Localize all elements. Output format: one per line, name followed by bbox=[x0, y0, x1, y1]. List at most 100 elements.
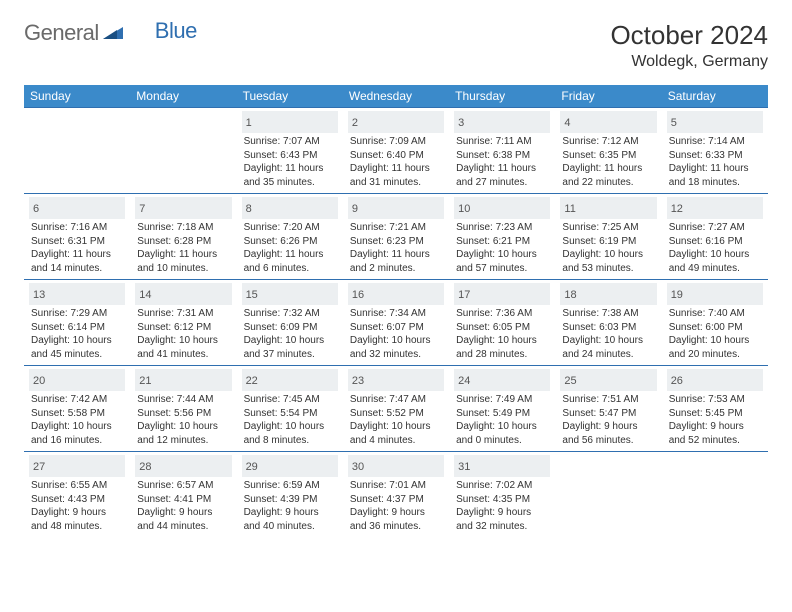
empty-cell bbox=[555, 451, 661, 537]
day-cell: 22Sunrise: 7:45 AMSunset: 5:54 PMDayligh… bbox=[237, 365, 343, 451]
day-cell: 15Sunrise: 7:32 AMSunset: 6:09 PMDayligh… bbox=[237, 279, 343, 365]
daylight-text: Daylight: 9 hours and 36 minutes. bbox=[350, 506, 442, 533]
day-cell: 28Sunrise: 6:57 AMSunset: 4:41 PMDayligh… bbox=[130, 451, 236, 537]
daynum-row: 16 bbox=[348, 283, 444, 305]
daylight-text: Daylight: 9 hours and 40 minutes. bbox=[244, 506, 336, 533]
daylight-text: Daylight: 10 hours and 12 minutes. bbox=[137, 420, 229, 447]
daynum-row: 21 bbox=[135, 369, 231, 391]
sunset-text: Sunset: 6:38 PM bbox=[456, 149, 548, 163]
daylight-text: Daylight: 9 hours and 52 minutes. bbox=[669, 420, 761, 447]
daylight-text: Daylight: 9 hours and 48 minutes. bbox=[31, 506, 123, 533]
day-number: 25 bbox=[564, 375, 576, 387]
calendar-cell: 16Sunrise: 7:34 AMSunset: 6:07 PMDayligh… bbox=[343, 279, 449, 365]
day-cell: 23Sunrise: 7:47 AMSunset: 5:52 PMDayligh… bbox=[343, 365, 449, 451]
calendar-cell: 23Sunrise: 7:47 AMSunset: 5:52 PMDayligh… bbox=[343, 365, 449, 451]
calendar-cell: 4Sunrise: 7:12 AMSunset: 6:35 PMDaylight… bbox=[555, 107, 661, 193]
day-cell: 12Sunrise: 7:27 AMSunset: 6:16 PMDayligh… bbox=[662, 193, 768, 279]
day-number: 11 bbox=[564, 203, 575, 215]
day-cell: 14Sunrise: 7:31 AMSunset: 6:12 PMDayligh… bbox=[130, 279, 236, 365]
sunset-text: Sunset: 6:14 PM bbox=[31, 321, 123, 335]
daylight-text: Daylight: 10 hours and 45 minutes. bbox=[31, 334, 123, 361]
day-cell: 6Sunrise: 7:16 AMSunset: 6:31 PMDaylight… bbox=[24, 193, 130, 279]
day-cell: 18 Sunrise: 7:38 AMSunset: 6:03 PMDayligh… bbox=[555, 279, 661, 365]
day-cell: 26Sunrise: 7:53 AMSunset: 5:45 PMDayligh… bbox=[662, 365, 768, 451]
sunset-text: Sunset: 6:43 PM bbox=[244, 149, 336, 163]
empty-cell bbox=[662, 451, 768, 537]
day-text: Sunrise: 6:55 AMSunset: 4:43 PMDaylight:… bbox=[29, 477, 125, 533]
calendar-row: 20 Sunrise: 7:42 AMSunset: 5:58 PMDayligh… bbox=[24, 365, 768, 451]
day-text: Sunrise: 7:38 AMSunset: 6:03 PMDaylight:… bbox=[560, 305, 656, 361]
sunrise-text: Sunrise: 7:36 AM bbox=[456, 307, 548, 321]
sunrise-text: Sunrise: 7:09 AM bbox=[350, 135, 442, 149]
daynum-row: 11 bbox=[560, 197, 656, 219]
daylight-text: Daylight: 10 hours and 8 minutes. bbox=[244, 420, 336, 447]
sunrise-text: Sunrise: 7:49 AM bbox=[456, 393, 548, 407]
daynum-row: 4 bbox=[560, 111, 656, 133]
daylight-text: Daylight: 10 hours and 37 minutes. bbox=[244, 334, 336, 361]
calendar-cell bbox=[24, 107, 130, 193]
calendar-cell: 11Sunrise: 7:25 AMSunset: 6:19 PMDayligh… bbox=[555, 193, 661, 279]
sunset-text: Sunset: 6:03 PM bbox=[562, 321, 654, 335]
daylight-text: Daylight: 11 hours and 6 minutes. bbox=[244, 248, 336, 275]
day-text: Sunrise: 7:16 AMSunset: 6:31 PMDaylight:… bbox=[29, 219, 125, 275]
day-number: 20 bbox=[33, 375, 45, 387]
daylight-text: Daylight: 11 hours and 14 minutes. bbox=[31, 248, 123, 275]
sunrise-text: Sunrise: 7:01 AM bbox=[350, 479, 442, 493]
sunrise-text: Sunrise: 7:45 AM bbox=[244, 393, 336, 407]
sunset-text: Sunset: 5:56 PM bbox=[137, 407, 229, 421]
sunset-text: Sunset: 6:12 PM bbox=[137, 321, 229, 335]
sunset-text: Sunset: 5:45 PM bbox=[669, 407, 761, 421]
day-cell: 19Sunrise: 7:40 AMSunset: 6:00 PMDayligh… bbox=[662, 279, 768, 365]
calendar-cell: 17Sunrise: 7:36 AMSunset: 6:05 PMDayligh… bbox=[449, 279, 555, 365]
daynum-row: 24 bbox=[454, 369, 550, 391]
day-text: Sunrise: 7:42 AMSunset: 5:58 PMDaylight:… bbox=[29, 391, 125, 447]
day-cell: 5Sunrise: 7:14 AMSunset: 6:33 PMDaylight… bbox=[662, 107, 768, 193]
daynum-row: 18 bbox=[560, 283, 656, 305]
day-cell: 29Sunrise: 6:59 AMSunset: 4:39 PMDayligh… bbox=[237, 451, 343, 537]
day-cell: 10Sunrise: 7:23 AMSunset: 6:21 PMDayligh… bbox=[449, 193, 555, 279]
calendar-cell: 12Sunrise: 7:27 AMSunset: 6:16 PMDayligh… bbox=[662, 193, 768, 279]
daynum-row: 31 bbox=[454, 455, 550, 477]
day-number: 14 bbox=[139, 289, 151, 301]
day-cell: 13Sunrise: 7:29 AMSunset: 6:14 PMDayligh… bbox=[24, 279, 130, 365]
calendar-table: SundayMondayTuesdayWednesdayThursdayFrid… bbox=[24, 85, 768, 537]
daynum-row: 7 bbox=[135, 197, 231, 219]
day-text: Sunrise: 7:12 AMSunset: 6:35 PMDaylight:… bbox=[560, 133, 656, 189]
sunset-text: Sunset: 6:05 PM bbox=[456, 321, 548, 335]
daynum-row: 5 bbox=[667, 111, 763, 133]
daylight-text: Daylight: 10 hours and 4 minutes. bbox=[350, 420, 442, 447]
day-text: Sunrise: 7:44 AMSunset: 5:56 PMDaylight:… bbox=[135, 391, 231, 447]
sunrise-text: Sunrise: 7:14 AM bbox=[669, 135, 761, 149]
logo: General Blue bbox=[24, 20, 197, 46]
sunset-text: Sunset: 6:26 PM bbox=[244, 235, 336, 249]
calendar-cell: 3Sunrise: 7:11 AMSunset: 6:38 PMDaylight… bbox=[449, 107, 555, 193]
daynum-row: 2 bbox=[348, 111, 444, 133]
calendar-row: 27Sunrise: 6:55 AMSunset: 4:43 PMDayligh… bbox=[24, 451, 768, 537]
sunset-text: Sunset: 6:09 PM bbox=[244, 321, 336, 335]
calendar-cell: 21Sunrise: 7:44 AMSunset: 5:56 PMDayligh… bbox=[130, 365, 236, 451]
day-cell: 17Sunrise: 7:36 AMSunset: 6:05 PMDayligh… bbox=[449, 279, 555, 365]
day-number: 18 bbox=[564, 289, 576, 301]
sunset-text: Sunset: 6:00 PM bbox=[669, 321, 761, 335]
day-cell: 7Sunrise: 7:18 AMSunset: 6:28 PMDaylight… bbox=[130, 193, 236, 279]
day-number: 3 bbox=[458, 117, 464, 129]
calendar-cell: 29Sunrise: 6:59 AMSunset: 4:39 PMDayligh… bbox=[237, 451, 343, 537]
sunset-text: Sunset: 5:54 PM bbox=[244, 407, 336, 421]
daynum-row: 20 bbox=[29, 369, 125, 391]
daylight-text: Daylight: 10 hours and 32 minutes. bbox=[350, 334, 442, 361]
calendar-cell: 2Sunrise: 7:09 AMSunset: 6:40 PMDaylight… bbox=[343, 107, 449, 193]
daylight-text: Daylight: 10 hours and 28 minutes. bbox=[456, 334, 548, 361]
sunset-text: Sunset: 5:58 PM bbox=[31, 407, 123, 421]
weekday-header: Saturday bbox=[662, 85, 768, 107]
calendar-cell: 20 Sunrise: 7:42 AMSunset: 5:58 PMDayligh… bbox=[24, 365, 130, 451]
daylight-text: Daylight: 10 hours and 0 minutes. bbox=[456, 420, 548, 447]
calendar-page: General Blue October 2024 Woldegk, Germa… bbox=[0, 0, 792, 557]
calendar-cell: 27Sunrise: 6:55 AMSunset: 4:43 PMDayligh… bbox=[24, 451, 130, 537]
sunset-text: Sunset: 6:28 PM bbox=[137, 235, 229, 249]
day-number: 16 bbox=[352, 289, 364, 301]
sunrise-text: Sunrise: 6:59 AM bbox=[244, 479, 336, 493]
day-cell: 9Sunrise: 7:21 AMSunset: 6:23 PMDaylight… bbox=[343, 193, 449, 279]
calendar-cell: 28Sunrise: 6:57 AMSunset: 4:41 PMDayligh… bbox=[130, 451, 236, 537]
daynum-row: 10 bbox=[454, 197, 550, 219]
sunrise-text: Sunrise: 7:29 AM bbox=[31, 307, 123, 321]
